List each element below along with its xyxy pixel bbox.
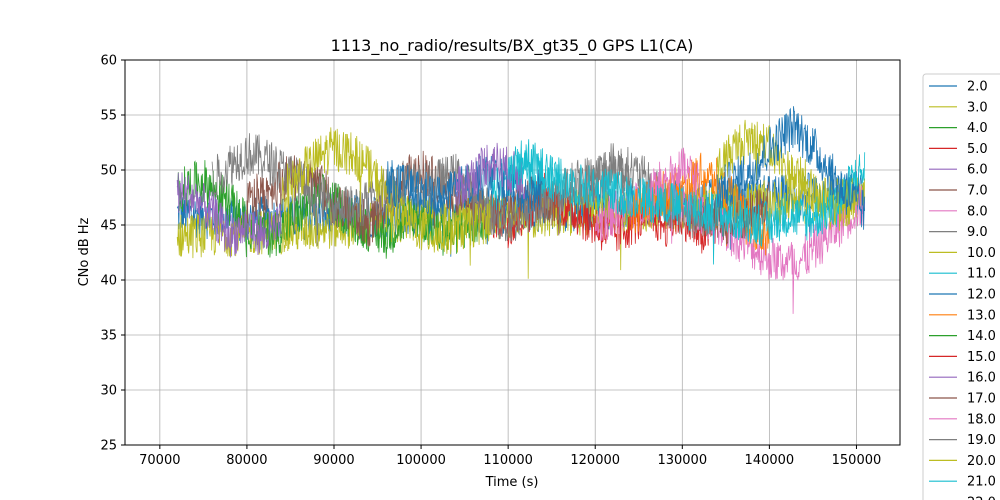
legend-entry: 20.0 <box>967 454 996 469</box>
legend-entry: 8.0 <box>967 204 988 219</box>
legend-entry: 11.0 <box>967 267 996 282</box>
x-tick-label: 70000 <box>139 453 180 468</box>
legend-entry: 10.0 <box>967 246 996 261</box>
y-tick-label: 30 <box>100 384 117 399</box>
legend-entry: 7.0 <box>967 184 988 199</box>
legend-entry: 21.0 <box>967 475 996 490</box>
x-axis: 70000 80000 90000 100000 110000 120000 130000 1… <box>139 445 881 468</box>
legend: 2.0 3.0 4.0 5.0 6.0 7.0 8.0 9.0 10.0 11.0 12.0 13.0… <box>922 73 1000 500</box>
series-line <box>507 139 866 265</box>
legend-entry: 2.0 <box>967 80 988 95</box>
y-tick-label: 35 <box>100 329 117 344</box>
x-tick-label: 110000 <box>483 453 533 468</box>
x-tick-label: 140000 <box>745 453 795 468</box>
chart-title: 1113_no_radio/results/BX_gt35_0 GPS L1(C… <box>331 36 694 56</box>
x-tick-label: 120000 <box>570 453 620 468</box>
legend-entry: 9.0 <box>967 225 988 240</box>
series-line <box>716 106 866 230</box>
y-axis-label: CNo dB Hz <box>77 217 92 286</box>
legend-entry: 17.0 <box>967 392 996 407</box>
legend-entry: 18.0 <box>967 412 996 427</box>
y-tick-label: 60 <box>100 54 117 69</box>
series-line <box>716 119 857 231</box>
series-layer <box>176 106 866 314</box>
x-tick-label: 100000 <box>396 453 446 468</box>
series-line <box>281 127 491 255</box>
legend-entry: 13.0 <box>967 308 996 323</box>
series-line <box>176 160 491 259</box>
series-line <box>455 142 526 208</box>
plot-frame <box>124 59 901 446</box>
legend-entry: 14.0 <box>967 329 996 344</box>
legend-entry: 22.0 <box>967 496 996 500</box>
legend-entry: 15.0 <box>967 350 996 365</box>
x-tick-label: 80000 <box>226 453 267 468</box>
y-tick-label: 40 <box>100 274 117 289</box>
x-tick-label: 130000 <box>657 453 707 468</box>
y-tick-label: 45 <box>100 219 117 234</box>
y-axis: 25 30 35 40 45 50 55 60 <box>100 54 125 454</box>
legend-entry: 4.0 <box>967 121 988 136</box>
x-axis-label: Time (s) <box>485 475 539 490</box>
legend-entry: 3.0 <box>967 100 988 115</box>
y-tick-label: 25 <box>100 439 117 454</box>
legend-entry: 5.0 <box>967 142 988 157</box>
y-tick-label: 55 <box>100 109 117 124</box>
legend-entry: 6.0 <box>967 163 988 178</box>
series-line <box>176 172 282 258</box>
x-tick-label: 150000 <box>832 453 882 468</box>
series-line <box>647 147 700 208</box>
y-tick-label: 50 <box>100 164 117 179</box>
legend-entry: 12.0 <box>967 288 996 303</box>
grid <box>125 59 900 446</box>
legend-box <box>922 73 1000 500</box>
x-tick-label: 90000 <box>313 453 354 468</box>
legend-entry: 19.0 <box>967 433 996 448</box>
legend-entry: 16.0 <box>967 371 996 386</box>
